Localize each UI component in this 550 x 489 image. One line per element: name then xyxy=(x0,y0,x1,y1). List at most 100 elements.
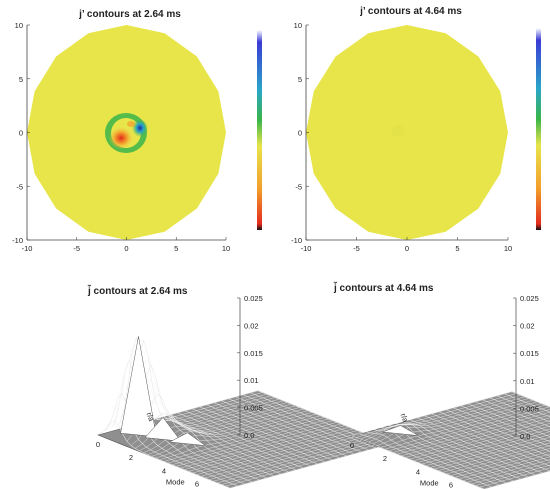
surface-mesh-line xyxy=(442,442,550,473)
x-tick-label: 2 xyxy=(129,453,133,462)
surface-mesh-line xyxy=(455,451,550,478)
axes: -10 -5 0 5 10 -10 -5 0 5 10 xyxy=(291,21,512,253)
surface-mesh-line xyxy=(409,420,550,460)
surface-mesh-line xyxy=(364,396,525,441)
surface-mesh-line xyxy=(351,391,513,437)
y-tick-label: 10 xyxy=(294,21,302,30)
y-tick-label: -5 xyxy=(295,182,302,191)
x-tick-label: -10 xyxy=(22,244,33,253)
x-tick-label: 0 xyxy=(350,441,354,450)
surface-peak xyxy=(168,432,207,446)
colorbar xyxy=(536,28,541,230)
x-tick-label: 4 xyxy=(162,466,166,475)
surface-mesh-line xyxy=(229,443,391,488)
x-axis-label: Mode xyxy=(420,479,439,488)
surface-mesh-line xyxy=(155,413,316,459)
z-tick-label: 0.0 xyxy=(244,431,254,440)
surface-mesh-line xyxy=(450,448,550,476)
surface-mesh-line xyxy=(446,445,550,475)
surface-mesh-line xyxy=(360,395,521,440)
colorbar xyxy=(257,30,262,230)
surface-mesh-line xyxy=(426,431,550,466)
x-tick-label: 2 xyxy=(383,454,387,463)
surface-mesh-line xyxy=(405,417,550,458)
chart-title: j’ contours at 4.64 ms xyxy=(359,6,462,17)
surface-mesh-line xyxy=(417,425,550,463)
surface-mesh-line xyxy=(438,439,550,471)
surface-mesh-line xyxy=(130,404,292,446)
z-tick-label: 0.005 xyxy=(244,404,263,413)
surface-mesh-line xyxy=(201,432,362,477)
y-tick-label: 5 xyxy=(19,75,23,84)
x-tick-label: -5 xyxy=(353,244,360,253)
surface-mesh-line xyxy=(511,391,550,408)
surface-mesh-line xyxy=(168,418,329,464)
surface-mesh-line xyxy=(393,409,550,453)
surface-mesh-line xyxy=(180,423,341,469)
surface-panel-1: j̃ contours at 2.64 ms 02468Moder/a0.00.… xyxy=(87,284,391,489)
z-tick-label: 0.0 xyxy=(520,432,530,441)
title-rest: contours at 2.64 ms xyxy=(91,286,188,297)
faint-feature xyxy=(392,125,404,137)
surface-mesh-line xyxy=(467,459,550,483)
surface-mesh-line xyxy=(504,393,550,413)
surface-mesh-line xyxy=(397,411,550,455)
surface-mesh-line xyxy=(422,428,550,465)
z-tick-label: 0.02 xyxy=(520,322,535,331)
surface-peak xyxy=(382,425,419,436)
z-tick-label: 0.025 xyxy=(244,294,263,303)
x-tick-label: 0 xyxy=(96,440,100,449)
surface-mesh-line xyxy=(151,412,312,457)
x-tick-label: 10 xyxy=(222,244,230,253)
surface-panel-2: j̃ contours at 4.64 ms 02468Moder/a0.00.… xyxy=(333,281,550,489)
x-tick-label: -5 xyxy=(73,244,80,253)
surface-mesh-line xyxy=(463,456,550,481)
title-rest: contours at 4.64 ms xyxy=(337,283,434,294)
blue-lobe xyxy=(132,119,148,137)
x-tick-label: 5 xyxy=(455,244,459,253)
surface-mesh-line xyxy=(497,395,550,418)
z-tick-label: 0.015 xyxy=(520,349,539,358)
surface-mesh-line xyxy=(163,417,325,462)
x-tick-label: 6 xyxy=(195,480,199,489)
surface-mesh-line xyxy=(184,425,345,470)
disk-polygon xyxy=(306,25,508,240)
contour-feature-ring xyxy=(105,113,148,153)
chart-title: j̃ contours at 2.64 ms xyxy=(87,284,188,297)
surface-mesh-line xyxy=(434,437,550,470)
y-tick-label: 10 xyxy=(15,21,23,30)
contour-panel-2: j’ contours at 4.64 ms -10 -5 0 5 10 -10 -5 0 5 1… xyxy=(291,6,541,253)
surface-mesh-line xyxy=(205,433,366,479)
surface-mesh-line xyxy=(356,393,517,438)
surface-mesh-line xyxy=(209,435,370,480)
x-tick-label: -10 xyxy=(301,244,312,253)
surface-mesh-line xyxy=(459,453,550,480)
y-axis-label: r/a xyxy=(145,411,157,423)
surface-mesh-line xyxy=(389,406,550,451)
surface-mesh-line xyxy=(196,430,358,475)
surface-mesh-line xyxy=(384,405,546,450)
y-axis-label: r/a xyxy=(399,412,411,424)
chart-title: j̃ contours at 4.64 ms xyxy=(333,281,434,294)
surface-mesh-line xyxy=(122,381,283,435)
surface-mesh-line xyxy=(471,462,550,485)
red-lobe xyxy=(109,127,133,149)
x-tick-label: 4 xyxy=(416,467,420,476)
surface-mesh-line xyxy=(176,422,337,467)
title-symbol: j̃ xyxy=(87,284,91,297)
surface-mesh-line xyxy=(401,414,550,456)
surface-mesh-line xyxy=(413,423,550,461)
z-tick-label: 0.015 xyxy=(244,349,263,358)
x-tick-label: 0 xyxy=(124,244,128,253)
y-tick-label: 0 xyxy=(19,129,23,138)
surface-mesh-line xyxy=(490,397,550,423)
surface-mesh-line xyxy=(192,428,353,474)
surface-mesh-line xyxy=(126,401,287,442)
surface-mesh-line xyxy=(118,352,279,426)
surface-mesh-line xyxy=(475,464,550,486)
surface-mesh-line xyxy=(188,427,349,472)
y-tick-label: -5 xyxy=(16,182,23,191)
